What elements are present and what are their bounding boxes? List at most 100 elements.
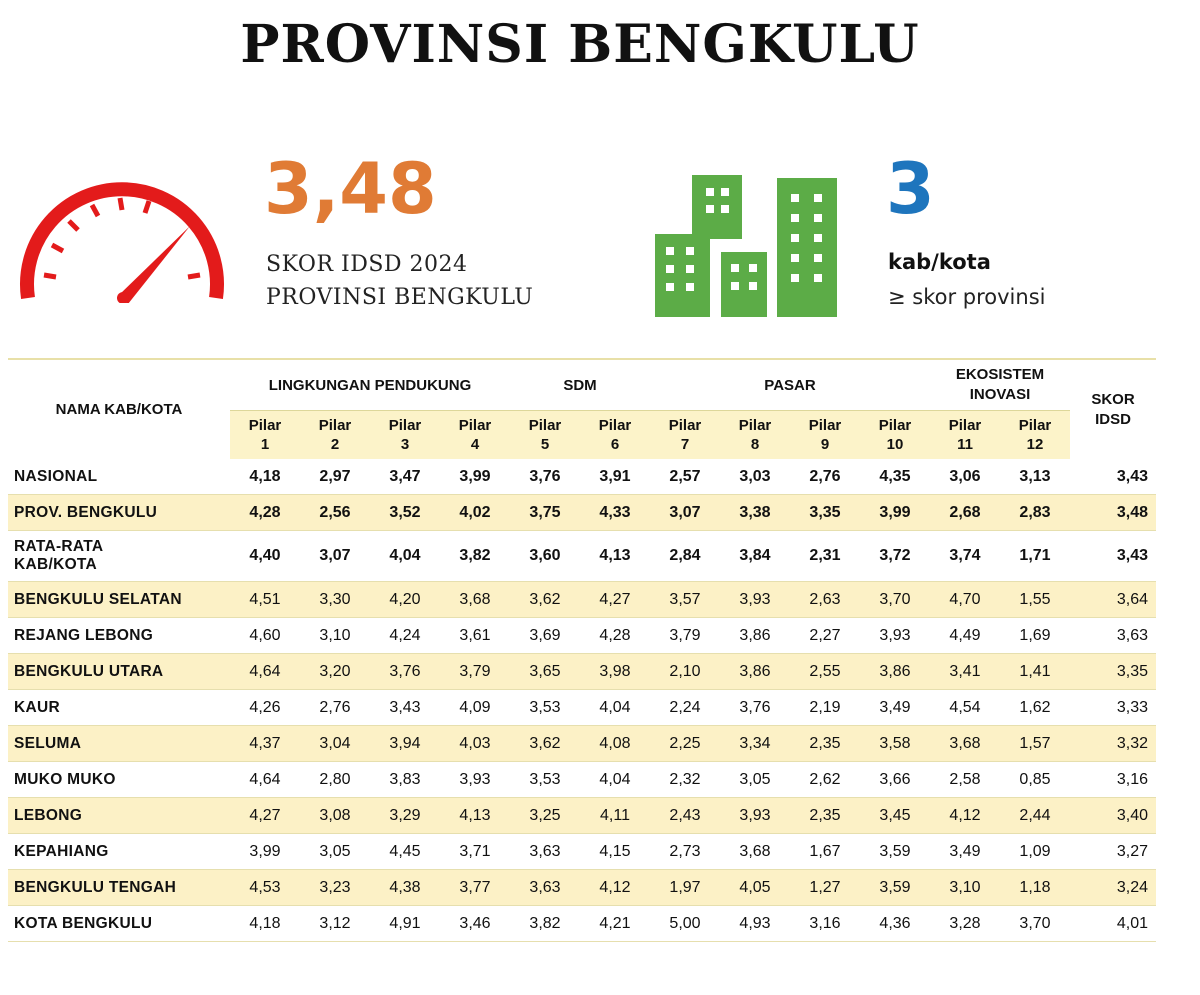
pillar-value: 3,79 (669, 626, 701, 644)
pillar-value: 3,20 (319, 662, 351, 680)
region-name: SELUMA (14, 734, 82, 752)
pillar-header-number: 1 (260, 436, 270, 453)
pillar-value: 3,99 (249, 842, 281, 860)
table-row: BENGKULU UTARA 4,64 3,20 3,76 3,79 3,65 3,98 2,… (8, 653, 1156, 690)
table-row: NASIONAL 4,18 2,97 3,47 3,99 3,76 3,91 2,57 3,03… (8, 459, 1156, 495)
pillar-value: 2,84 (669, 547, 701, 564)
pillar-header-number: 4 (470, 436, 480, 453)
pillar-value: 3,35 (809, 503, 841, 521)
pillar-value: 5,00 (669, 914, 701, 932)
skor-idsd-value: 3,43 (1116, 547, 1148, 564)
pillar-value: 3,68 (739, 842, 771, 860)
pillar-value: 3,84 (739, 547, 771, 564)
pillar-value: 3,43 (389, 698, 421, 716)
pillar-value: 3,04 (319, 734, 351, 752)
pillar-value: 3,28 (949, 914, 981, 932)
pillar-header-number: 12 (1026, 436, 1044, 453)
pillar-value: 2,56 (319, 503, 351, 521)
kabkota-count-sublabel: ≥ skor provinsi (888, 285, 1046, 309)
pillar-value: 4,64 (249, 770, 281, 788)
pillar-value: 3,63 (529, 842, 561, 860)
pillar-value: 3,63 (529, 878, 561, 896)
region-name: REJANG LEBONG (14, 626, 154, 644)
pillar-value: 4,53 (249, 878, 281, 896)
region-name: KAUR (14, 698, 60, 716)
idsd-score-label: SKOR IDSD 2024 PROVINSI BENGKULU (266, 248, 533, 314)
pillar-value: 3,60 (529, 547, 561, 564)
pillar-value: 4,05 (739, 878, 771, 896)
skor-idsd-value: 3,48 (1116, 503, 1148, 521)
pillar-value: 2,24 (669, 698, 701, 716)
pillar-header-label: Pilar (248, 417, 282, 434)
region-name: MUKO MUKO (14, 770, 116, 788)
pillar-value: 4,45 (389, 842, 421, 860)
pillar-value: 4,49 (949, 626, 981, 644)
region-name: NASIONAL (14, 467, 98, 485)
pillar-value: 1,27 (809, 878, 841, 896)
region-name: KEPAHIANG (14, 842, 109, 860)
region-name: BENGKULU TENGAH (14, 878, 177, 896)
pillar-value: 3,93 (739, 590, 771, 608)
pillar-header: Pilar 6 (580, 410, 650, 459)
pillar-value: 1,62 (1019, 698, 1051, 716)
pillar-value: 3,49 (949, 842, 981, 860)
pillar-value: 3,74 (949, 547, 981, 564)
pillar-value: 3,41 (949, 662, 981, 680)
pillar-value: 4,33 (599, 503, 631, 521)
table-row: SELUMA 4,37 3,04 3,94 4,03 3,62 4,08 2,25 3,34 2,… (8, 725, 1156, 762)
pillar-value: 3,25 (529, 806, 561, 824)
pillar-value: 3,76 (389, 662, 421, 680)
column-header-skor: SKOR IDSD (1070, 360, 1156, 459)
pillar-value: 3,98 (599, 662, 631, 680)
pillar-value: 3,86 (879, 662, 911, 680)
kabkota-count-label: kab/kota (888, 250, 991, 274)
pillar-header: Pilar 9 (790, 410, 860, 459)
pillar-value: 3,07 (669, 503, 701, 521)
pillar-value: 3,70 (1019, 914, 1051, 932)
pillar-value: 3,86 (739, 662, 771, 680)
pillar-value: 4,12 (949, 806, 981, 824)
pillar-value: 2,43 (669, 806, 701, 824)
region-name: RATA-RATA KAB/KOTA (8, 531, 230, 582)
pillar-value: 2,63 (809, 590, 841, 608)
pillar-value: 4,37 (249, 734, 281, 752)
pillar-value: 3,82 (459, 547, 491, 564)
pillar-header: Pilar 1 (230, 410, 300, 459)
pillar-value: 4,13 (459, 806, 491, 824)
pillar-header: Pilar 5 (510, 410, 580, 459)
skor-idsd-value: 3,64 (1116, 590, 1148, 608)
pillar-value: 2,76 (809, 467, 841, 485)
pillar-value: 3,07 (319, 547, 351, 564)
pillar-value: 2,73 (669, 842, 701, 860)
pillar-header-number: 11 (957, 436, 973, 453)
pillar-value: 2,10 (669, 662, 701, 680)
pillar-value: 1,67 (809, 842, 841, 860)
pillar-value: 3,66 (879, 770, 911, 788)
pillar-value: 3,65 (529, 662, 561, 680)
pillar-value: 3,05 (739, 770, 771, 788)
pillar-value: 3,70 (879, 590, 911, 608)
pillar-value: 1,57 (1019, 734, 1051, 752)
pillar-value: 4,51 (249, 590, 281, 608)
pillar-value: 4,27 (599, 590, 631, 608)
pillar-value: 4,04 (599, 770, 631, 788)
table-row: MUKO MUKO 4,64 2,80 3,83 3,93 3,53 4,04 2,32 3,0… (8, 762, 1156, 798)
pillar-value: 3,71 (459, 842, 491, 860)
pillar-value: 2,76 (319, 698, 351, 716)
pillar-value: 3,57 (669, 590, 701, 608)
pillar-value: 3,53 (529, 698, 561, 716)
table-row: LEBONG 4,27 3,08 3,29 4,13 3,25 4,11 2,43 3,93 2,… (8, 797, 1156, 834)
pillar-value: 2,97 (319, 467, 351, 485)
pillar-value: 4,03 (459, 734, 491, 752)
pillar-value: 4,36 (879, 914, 911, 932)
pillar-value: 2,19 (809, 698, 841, 716)
pillar-value: 4,28 (249, 503, 281, 521)
pillar-value: 2,58 (949, 770, 981, 788)
pillar-value: 3,93 (459, 770, 491, 788)
score-label-line2: PROVINSI BENGKULU (266, 285, 534, 310)
skor-idsd-value: 3,16 (1116, 770, 1148, 788)
skor-header-line1: SKOR (1091, 390, 1135, 408)
pillar-value: 3,72 (879, 547, 911, 564)
pillar-header-number: 7 (680, 436, 690, 453)
pillar-value: 4,70 (949, 590, 981, 608)
